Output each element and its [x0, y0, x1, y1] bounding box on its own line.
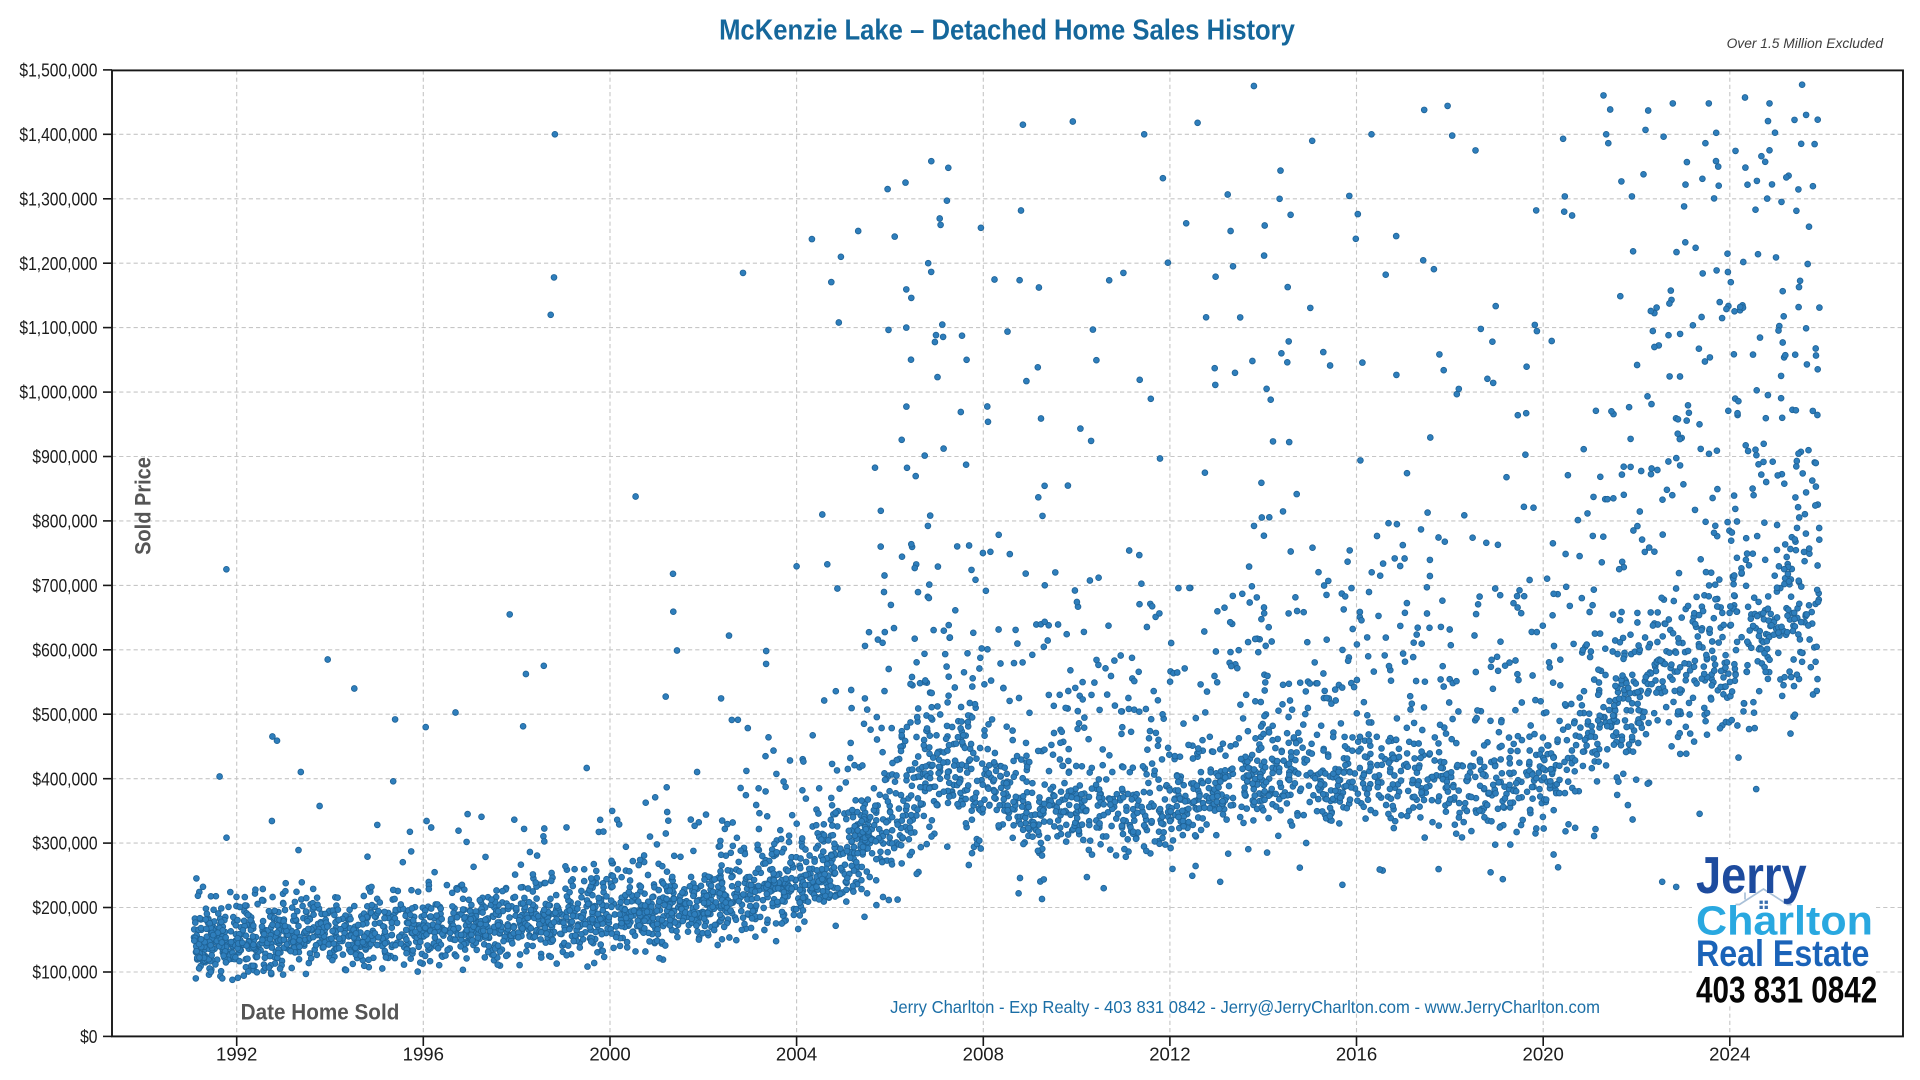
svg-text:$1,400,000: $1,400,000	[19, 124, 97, 146]
svg-text:$1,100,000: $1,100,000	[19, 317, 97, 339]
svg-text:$200,000: $200,000	[32, 897, 97, 919]
svg-text:2016: 2016	[1336, 1044, 1377, 1065]
svg-text:$300,000: $300,000	[32, 832, 97, 854]
svg-text:$700,000: $700,000	[32, 575, 97, 597]
svg-text:$1,300,000: $1,300,000	[19, 188, 97, 210]
svg-text:2000: 2000	[589, 1044, 630, 1065]
svg-text:$900,000: $900,000	[32, 446, 97, 468]
svg-text:2008: 2008	[963, 1044, 1004, 1065]
svg-text:$800,000: $800,000	[32, 510, 97, 532]
svg-text:$1,500,000: $1,500,000	[19, 59, 97, 81]
svg-text:$100,000: $100,000	[32, 961, 97, 983]
svg-text:$1,000,000: $1,000,000	[19, 381, 97, 403]
svg-text:2012: 2012	[1149, 1044, 1190, 1065]
svg-text:2004: 2004	[776, 1044, 817, 1065]
svg-text:$0: $0	[80, 1026, 97, 1048]
svg-text:1992: 1992	[216, 1044, 257, 1065]
svg-text:1996: 1996	[403, 1044, 444, 1065]
svg-text:$600,000: $600,000	[32, 639, 97, 661]
svg-text:$400,000: $400,000	[32, 768, 97, 790]
svg-text:$500,000: $500,000	[32, 703, 97, 725]
svg-text:$1,200,000: $1,200,000	[19, 252, 97, 274]
